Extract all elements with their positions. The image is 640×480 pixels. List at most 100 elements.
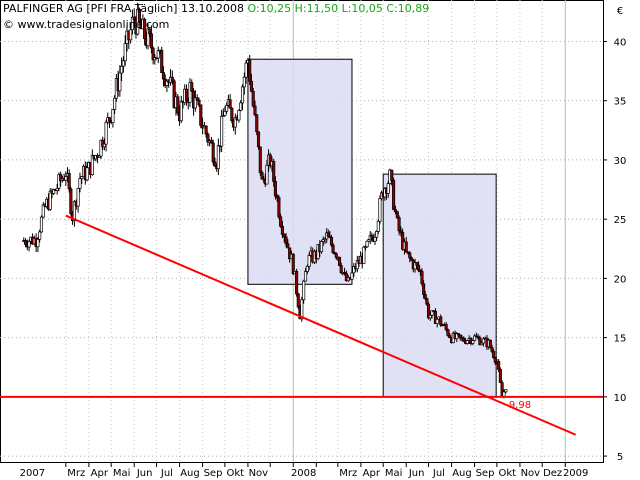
candle-body — [504, 389, 508, 393]
candle-body — [307, 255, 311, 267]
candle-body — [213, 161, 217, 167]
candle-body — [156, 50, 160, 59]
x-tick-label: Nov — [249, 468, 269, 479]
candle-body — [38, 231, 42, 240]
candle-body — [365, 240, 369, 248]
x-tick-label: Jun — [136, 468, 153, 479]
candle-body — [209, 140, 213, 144]
candle-body — [244, 62, 248, 78]
candle-body — [280, 226, 284, 235]
candle-body — [55, 187, 59, 191]
candle-body — [123, 43, 127, 62]
candle-body — [149, 33, 153, 49]
candle-body — [151, 47, 155, 61]
candle-body — [456, 333, 461, 336]
candle-body — [211, 142, 215, 163]
x-tick-label: Aug — [180, 468, 200, 479]
candle-body — [329, 236, 334, 246]
candle-body — [78, 178, 82, 189]
candle-body — [296, 293, 300, 308]
candle-body — [465, 340, 469, 344]
candle-body — [409, 257, 414, 261]
candle-body — [190, 82, 194, 92]
candle-body — [423, 294, 427, 299]
candle-body — [39, 216, 44, 233]
candle-body — [256, 131, 261, 148]
candle-body — [72, 201, 76, 222]
candle-body — [197, 99, 201, 106]
candle-body — [216, 145, 220, 170]
candle-body — [130, 16, 134, 31]
x-tick-label: Okt — [499, 468, 517, 479]
candle-body — [143, 18, 147, 40]
candle-body — [337, 256, 342, 266]
candle-body — [228, 99, 232, 109]
candle-body — [282, 234, 286, 238]
candle-body — [120, 65, 124, 74]
candle-body — [446, 329, 450, 336]
candle-body — [478, 337, 482, 346]
candle-body — [433, 310, 438, 324]
candle-body — [160, 49, 164, 73]
candle-body — [448, 335, 452, 339]
x-tick-label: 2009 — [563, 468, 588, 479]
candle-body — [67, 173, 71, 190]
downtrend-line — [65, 214, 577, 436]
candle-body — [184, 88, 189, 102]
candle-body — [85, 167, 89, 181]
highlight-box — [382, 173, 497, 398]
candle-body — [390, 169, 394, 181]
candle-body — [36, 238, 40, 248]
candle-body — [69, 188, 73, 214]
candle-body — [258, 146, 262, 173]
candle-body — [413, 262, 417, 270]
candle-body — [170, 76, 174, 82]
candle-body — [199, 104, 203, 126]
candle-body — [165, 80, 169, 86]
candle-body — [277, 197, 281, 218]
candle-body — [435, 318, 439, 324]
candle-body — [471, 340, 475, 344]
candle-body — [426, 303, 431, 319]
candle-body — [404, 241, 408, 253]
candle-body — [444, 324, 448, 330]
candle-body — [206, 133, 210, 143]
candle-body — [255, 114, 259, 133]
source-text: © www.tradesignalonline.com — [3, 18, 170, 31]
candle-body — [176, 96, 180, 114]
candle-body — [27, 241, 31, 248]
y-tick-label: 25 — [614, 215, 627, 226]
candle-body — [399, 230, 403, 233]
candle-body — [376, 220, 380, 232]
candle-body — [253, 105, 257, 116]
candle-body — [291, 253, 295, 275]
candle-body — [373, 236, 377, 242]
candle-body — [223, 110, 227, 116]
candle-body — [480, 342, 484, 346]
candle-body — [249, 80, 254, 92]
y-tick-label: 15 — [614, 334, 627, 345]
candle-body — [57, 174, 61, 189]
candle-body — [64, 176, 68, 181]
candle-body — [415, 262, 419, 266]
candle-body — [80, 176, 84, 179]
candle-body — [113, 97, 117, 110]
y-tick-label: 30 — [614, 156, 627, 167]
candle-body — [497, 361, 501, 370]
candle-body — [240, 86, 245, 104]
x-tick-label: Aug — [452, 468, 472, 479]
candle-body — [352, 266, 356, 274]
candle-body — [251, 90, 255, 107]
candle-body — [397, 217, 401, 232]
y-unit-label: € — [617, 6, 623, 17]
candle-body — [220, 116, 224, 147]
candle-body — [378, 198, 382, 222]
candle-body — [193, 97, 197, 109]
candle-body — [406, 251, 410, 254]
candle-body — [90, 154, 94, 175]
candle-body — [107, 117, 112, 122]
candle-body — [279, 216, 283, 227]
candle-body — [370, 235, 374, 239]
